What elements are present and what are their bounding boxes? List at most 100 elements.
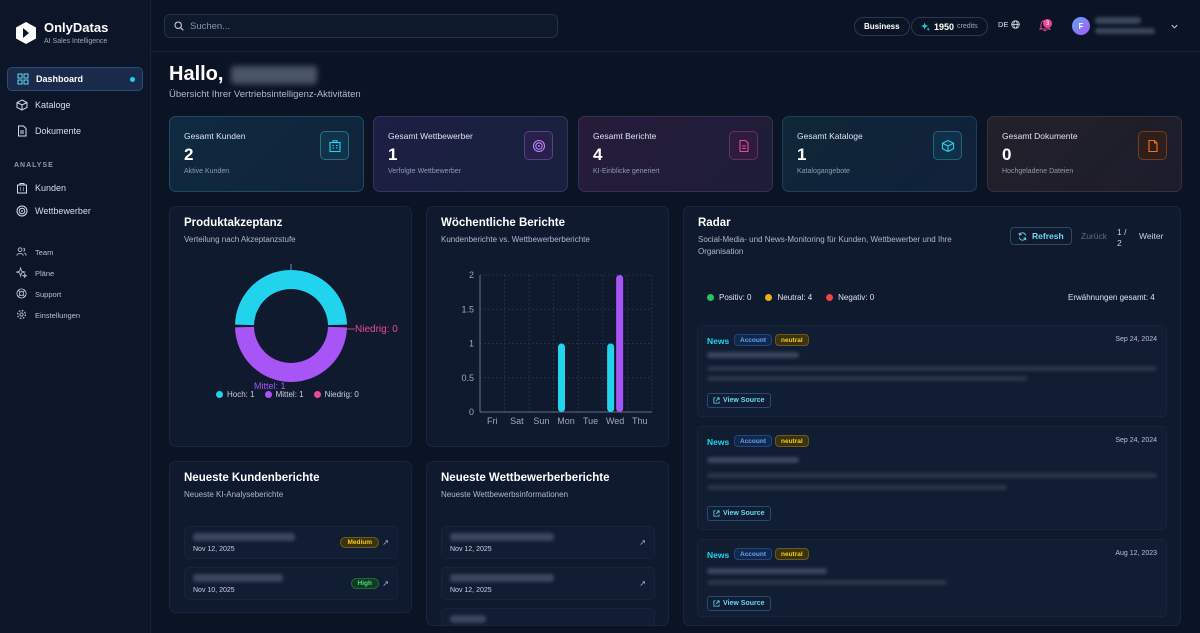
sidebar-item-team[interactable]: Team [7, 240, 143, 264]
x-tick-label: Wed [606, 416, 624, 426]
news-item[interactable]: News Account neutral Sep 24, 2024 View S… [697, 325, 1167, 417]
news-text-redacted [707, 376, 1027, 381]
brand-logo[interactable]: OnlyDatas AI Sales Intelligence [14, 20, 108, 45]
news-item[interactable]: News Account neutral Sep 24, 2024 View S… [697, 426, 1167, 530]
news-headline-redacted [707, 568, 827, 574]
plan-badge[interactable]: Business [854, 17, 910, 36]
stat-label: Gesamt Berichte [593, 131, 657, 141]
language-switcher[interactable]: DE [998, 20, 1021, 29]
news-headline-redacted [707, 457, 799, 463]
avatar[interactable]: F [1072, 17, 1090, 35]
stat-label: Gesamt Dokumente [1002, 131, 1078, 141]
competitor-reports-card: Neueste Wettbewerberberichte Neueste Wet… [426, 461, 669, 626]
news-headline-redacted [707, 352, 799, 358]
sentiment-positive: Positiv: 0 [719, 293, 752, 302]
sidebar-item-support[interactable]: Support [7, 282, 143, 306]
news-text-redacted [707, 485, 1007, 490]
sidebar-item-label: Kunden [35, 183, 67, 193]
acceptance-legend: Hoch: 1 Mittel: 1 Niedrig: 0 [216, 390, 369, 399]
bar-wettbewerber-wed[interactable] [616, 275, 624, 412]
y-tick-label: 0 [469, 407, 474, 417]
target-icon [524, 131, 553, 160]
neutral-dot [765, 294, 773, 301]
report-title-redacted [193, 533, 295, 541]
view-source-link[interactable]: View Source [707, 506, 771, 521]
donut-slice-hoch[interactable] [235, 269, 347, 326]
sidebar-item-label: Dokumente [35, 126, 82, 136]
x-tick-label: Tue [583, 416, 598, 426]
search-input[interactable] [190, 20, 530, 32]
stat-card-wettbewerber[interactable]: Gesamt Wettbewerber 1 Verfolgte Wettbewe… [373, 116, 568, 192]
sentiment-negative: Negativ: 0 [838, 293, 875, 302]
stat-value: 4 [593, 145, 603, 164]
stat-card-kataloge[interactable]: Gesamt Kataloge 1 Katalogangebote [782, 116, 977, 192]
globe-icon [1011, 20, 1021, 29]
document-icon [729, 131, 758, 160]
list-item[interactable]: Nov 12, 2025 ↗ [441, 526, 655, 559]
list-item[interactable]: Nov 12, 2025 ↗ [441, 567, 655, 600]
stat-label: Gesamt Kunden [184, 131, 246, 141]
chevron-down-icon[interactable] [1170, 22, 1179, 31]
report-title-redacted [450, 533, 554, 541]
news-date: Sep 24, 2024 [1115, 336, 1157, 343]
external-link-icon[interactable]: ↗ [639, 538, 646, 547]
lifebuoy-icon [16, 288, 28, 300]
report-title-redacted [193, 574, 283, 582]
stat-sub: Verfolgte Wettbewerber [388, 168, 462, 175]
acceptance-donut-chart: Niedrig: 0 Mittel: 1 [235, 264, 398, 391]
sidebar-item-dashboard[interactable]: Dashboard [7, 67, 143, 91]
search-bar[interactable] [164, 14, 558, 38]
next-page-button[interactable]: Weiter [1139, 231, 1164, 241]
legend-label: Hoch: 1 [227, 390, 255, 399]
legend-item-hoch[interactable]: Hoch: 1 [216, 390, 255, 399]
type-chip: Account [734, 334, 772, 346]
sidebar-item-wettbewerber[interactable]: Wettbewerber [7, 199, 143, 223]
stat-card-kunden[interactable]: Gesamt Kunden 2 Aktive Kunden [169, 116, 364, 192]
stat-card-berichte[interactable]: Gesamt Berichte 4 KI-Einblicke generiert [578, 116, 773, 192]
external-link-icon[interactable]: ↗ [639, 579, 646, 588]
sidebar-item-dokumente[interactable]: Dokumente [7, 119, 143, 143]
type-chip: Account [734, 548, 772, 560]
list-item[interactable]: Nov 12, 2025 Medium ↗ [184, 526, 398, 559]
donut-slice-mittel[interactable] [235, 326, 347, 383]
card-subtitle: Verteilung nach Akzeptanzstufe [184, 235, 296, 244]
stat-card-dokumente[interactable]: Gesamt Dokumente 0 Hochgeladene Dateien [987, 116, 1182, 192]
report-title-redacted [450, 615, 486, 623]
weekly-bar-chart: 0 0.5 1 1.5 2 Fri Sat Sun Mon Tue Wed Thu [461, 270, 653, 426]
report-title-redacted [450, 574, 554, 582]
card-subtitle: Neueste Wettbewerbsinformationen [441, 490, 569, 499]
external-link-icon[interactable]: ↗ [382, 579, 389, 588]
news-text-redacted [707, 473, 1157, 478]
acceptance-card: Produktakzeptanz Verteilung nach Akzepta… [169, 206, 412, 447]
refresh-button[interactable]: Refresh [1010, 227, 1072, 245]
legend-item-niedrig[interactable]: Niedrig: 0 [313, 390, 359, 399]
bar-kunden-mon[interactable] [558, 343, 565, 413]
news-item[interactable]: News Account neutral Aug 12, 2023 View S… [697, 539, 1167, 617]
cube-icon [933, 131, 962, 160]
chart-callout-niedrig: Niedrig: 0 [355, 324, 398, 335]
view-source-label: View Source [723, 397, 765, 404]
dashboard-icon [17, 73, 29, 85]
sentiment-chip: neutral [775, 548, 809, 560]
external-link-icon[interactable]: ↗ [382, 538, 389, 547]
legend-item-mittel[interactable]: Mittel: 1 [264, 390, 304, 399]
report-date: Nov 12, 2025 [450, 587, 492, 594]
page-subtitle: Übersicht Ihrer Vertriebsintelligenz-Akt… [169, 89, 361, 100]
list-item[interactable]: Nov 10, 2025 High ↗ [184, 567, 398, 600]
sentiment-summary: Positiv: 0 Neutral: 4 Negativ: 0 [707, 293, 874, 302]
mentions-total: Erwähnungen gesamt: 4 [1068, 293, 1155, 302]
sidebar-item-kunden[interactable]: Kunden [7, 176, 143, 200]
sidebar-item-kataloge[interactable]: Kataloge [7, 93, 143, 117]
sidebar-item-label: Team [35, 247, 54, 257]
card-title: Neueste Kundenberichte [184, 472, 320, 484]
prev-page-button[interactable]: Zurück [1081, 231, 1107, 241]
bar-kunden-wed[interactable] [607, 343, 615, 413]
view-source-link[interactable]: View Source [707, 393, 771, 408]
credits-badge[interactable]: 1950 credits [911, 17, 988, 36]
news-text-redacted [707, 366, 1157, 371]
legend-swatch [216, 391, 223, 398]
sidebar-item-einstellungen[interactable]: Einstellungen [7, 303, 143, 327]
sidebar-item-plaene[interactable]: Pläne [7, 261, 143, 285]
list-item[interactable] [441, 608, 655, 626]
view-source-link[interactable]: View Source [707, 596, 771, 611]
